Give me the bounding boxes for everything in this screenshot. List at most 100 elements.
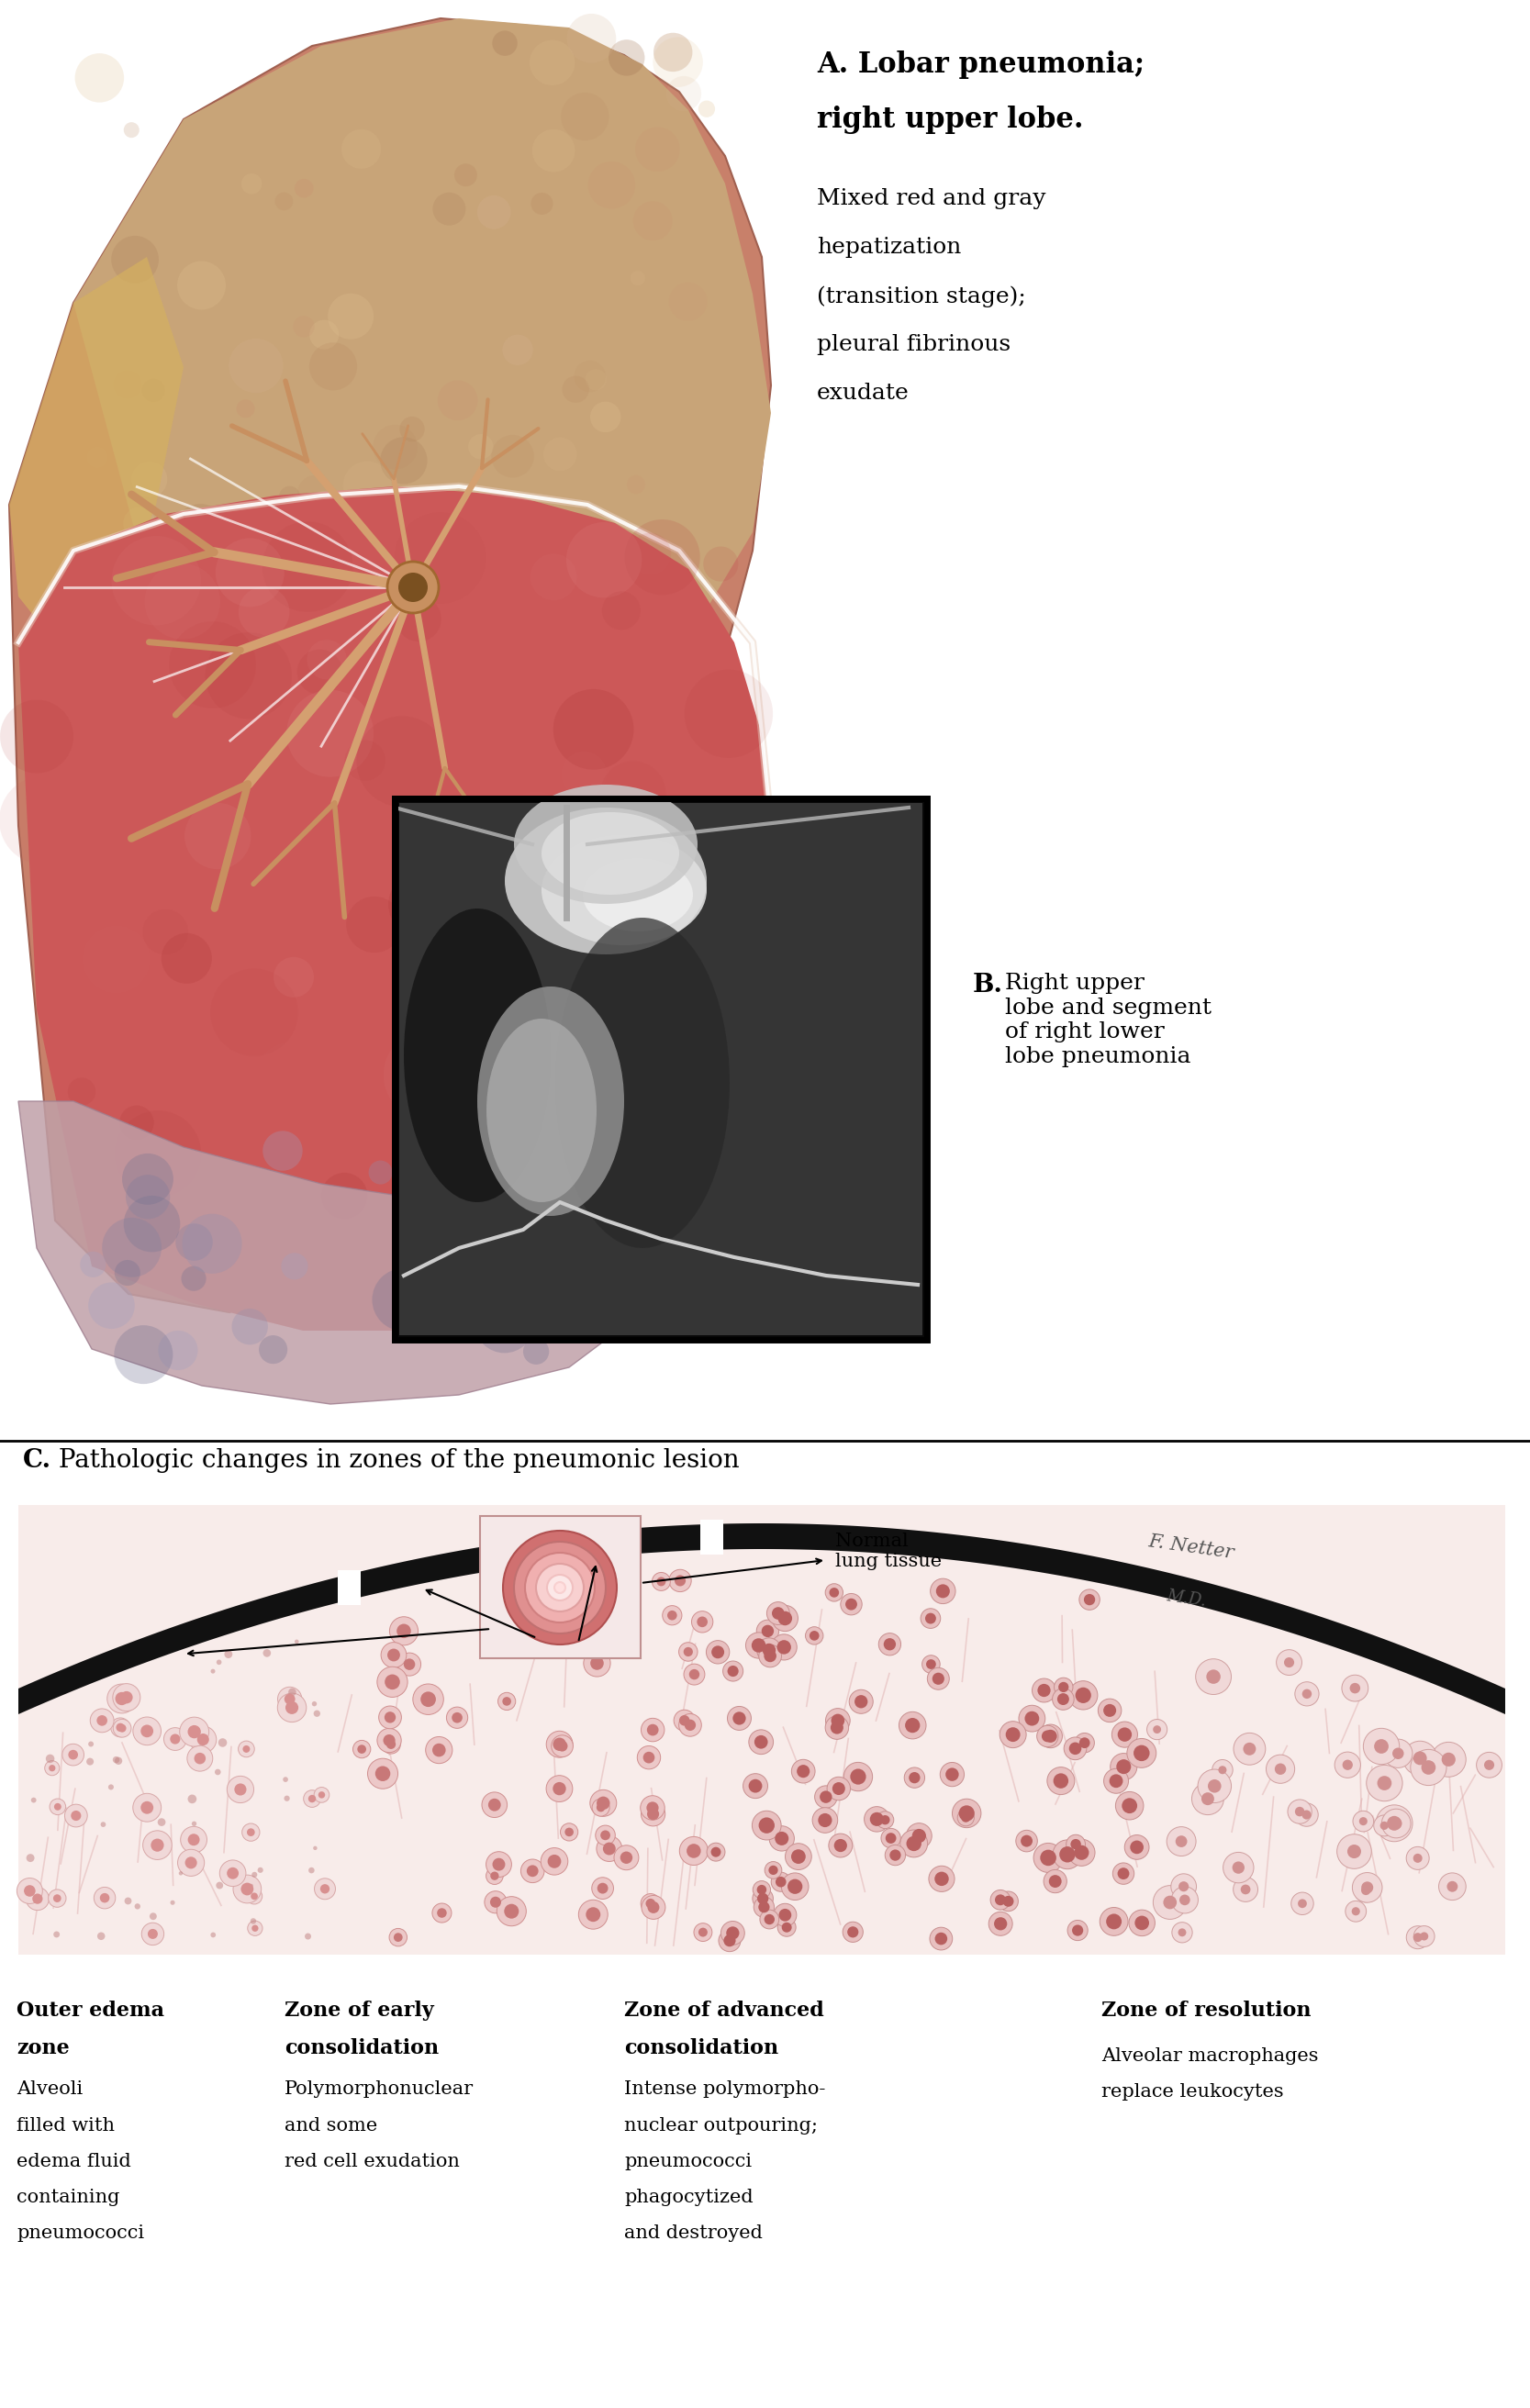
Bar: [18, 1505, 1506, 1955]
Circle shape: [722, 1662, 744, 1681]
Circle shape: [1406, 1847, 1429, 1869]
Circle shape: [381, 1642, 407, 1669]
Circle shape: [733, 1712, 745, 1724]
Circle shape: [115, 1693, 129, 1705]
Circle shape: [179, 1717, 210, 1746]
Circle shape: [630, 270, 646, 287]
Circle shape: [759, 1902, 770, 1912]
Circle shape: [49, 1799, 66, 1816]
Circle shape: [930, 1580, 955, 1604]
Circle shape: [571, 1137, 597, 1163]
Circle shape: [1233, 1734, 1265, 1765]
Circle shape: [373, 424, 418, 470]
Circle shape: [695, 1924, 711, 1941]
Circle shape: [490, 1898, 502, 1907]
Circle shape: [494, 1100, 537, 1144]
Circle shape: [707, 1842, 725, 1861]
Text: nuclear outpouring;: nuclear outpouring;: [624, 2117, 817, 2133]
Circle shape: [1074, 1734, 1094, 1753]
Circle shape: [379, 1705, 401, 1729]
Circle shape: [641, 1719, 664, 1741]
Circle shape: [1382, 1808, 1411, 1837]
Circle shape: [583, 1649, 610, 1676]
Bar: [399, 802, 923, 1334]
Circle shape: [684, 1719, 696, 1731]
Circle shape: [757, 1885, 767, 1895]
Circle shape: [233, 1876, 262, 1902]
Circle shape: [67, 1079, 96, 1105]
Circle shape: [557, 1741, 568, 1751]
Circle shape: [497, 1898, 526, 1926]
Circle shape: [936, 1584, 950, 1599]
Circle shape: [727, 1707, 751, 1731]
Circle shape: [485, 1890, 506, 1914]
Circle shape: [315, 539, 360, 585]
Circle shape: [1043, 1869, 1066, 1893]
Circle shape: [116, 1724, 124, 1731]
Circle shape: [125, 1175, 170, 1218]
Circle shape: [679, 1714, 701, 1736]
Circle shape: [525, 1553, 595, 1623]
Ellipse shape: [542, 811, 679, 896]
Circle shape: [263, 1649, 271, 1657]
Circle shape: [855, 1695, 868, 1707]
Circle shape: [939, 1763, 964, 1787]
Circle shape: [514, 1541, 606, 1633]
Circle shape: [182, 1214, 242, 1274]
Circle shape: [488, 1799, 500, 1811]
Circle shape: [574, 1563, 604, 1592]
Circle shape: [1447, 1881, 1458, 1893]
Circle shape: [1180, 1895, 1190, 1905]
Circle shape: [598, 614, 618, 633]
Circle shape: [1374, 1739, 1389, 1753]
Circle shape: [197, 1734, 210, 1746]
Circle shape: [843, 1763, 872, 1792]
Circle shape: [636, 1746, 661, 1770]
Text: zone: zone: [17, 2040, 69, 2059]
Circle shape: [603, 1842, 615, 1854]
Circle shape: [404, 1659, 415, 1671]
Circle shape: [624, 1038, 658, 1072]
Circle shape: [115, 1110, 200, 1197]
Circle shape: [1025, 1712, 1039, 1727]
Circle shape: [1291, 1893, 1314, 1914]
Circle shape: [656, 857, 728, 929]
Circle shape: [1016, 1830, 1037, 1852]
Circle shape: [753, 1881, 771, 1898]
Circle shape: [1039, 1724, 1062, 1748]
Circle shape: [282, 1252, 308, 1279]
Circle shape: [64, 1804, 87, 1828]
Circle shape: [554, 689, 633, 771]
Circle shape: [886, 1832, 897, 1845]
Circle shape: [228, 340, 283, 393]
Circle shape: [170, 1900, 174, 1905]
Circle shape: [878, 1633, 901, 1654]
Circle shape: [1366, 1765, 1403, 1801]
Circle shape: [259, 1336, 288, 1363]
Circle shape: [435, 932, 491, 987]
Circle shape: [242, 173, 262, 195]
Circle shape: [727, 1666, 739, 1676]
Circle shape: [142, 1830, 171, 1859]
Circle shape: [1284, 1657, 1294, 1669]
Circle shape: [341, 130, 381, 169]
Circle shape: [1079, 1739, 1089, 1748]
Circle shape: [578, 1900, 607, 1929]
Circle shape: [1207, 1780, 1221, 1794]
Text: Normal
lung tissue: Normal lung tissue: [835, 1531, 942, 1570]
Circle shape: [1125, 1835, 1149, 1859]
Circle shape: [1074, 1845, 1089, 1859]
Circle shape: [724, 1934, 736, 1946]
Circle shape: [49, 1890, 66, 1907]
Circle shape: [398, 1652, 421, 1676]
Circle shape: [779, 1910, 791, 1922]
Circle shape: [1073, 1924, 1083, 1936]
Circle shape: [251, 1919, 256, 1924]
Circle shape: [295, 1640, 298, 1645]
Circle shape: [757, 1637, 782, 1662]
Circle shape: [297, 650, 343, 694]
Circle shape: [988, 1912, 1013, 1936]
Circle shape: [468, 433, 493, 460]
Circle shape: [257, 1043, 323, 1108]
Circle shape: [1195, 1659, 1232, 1695]
